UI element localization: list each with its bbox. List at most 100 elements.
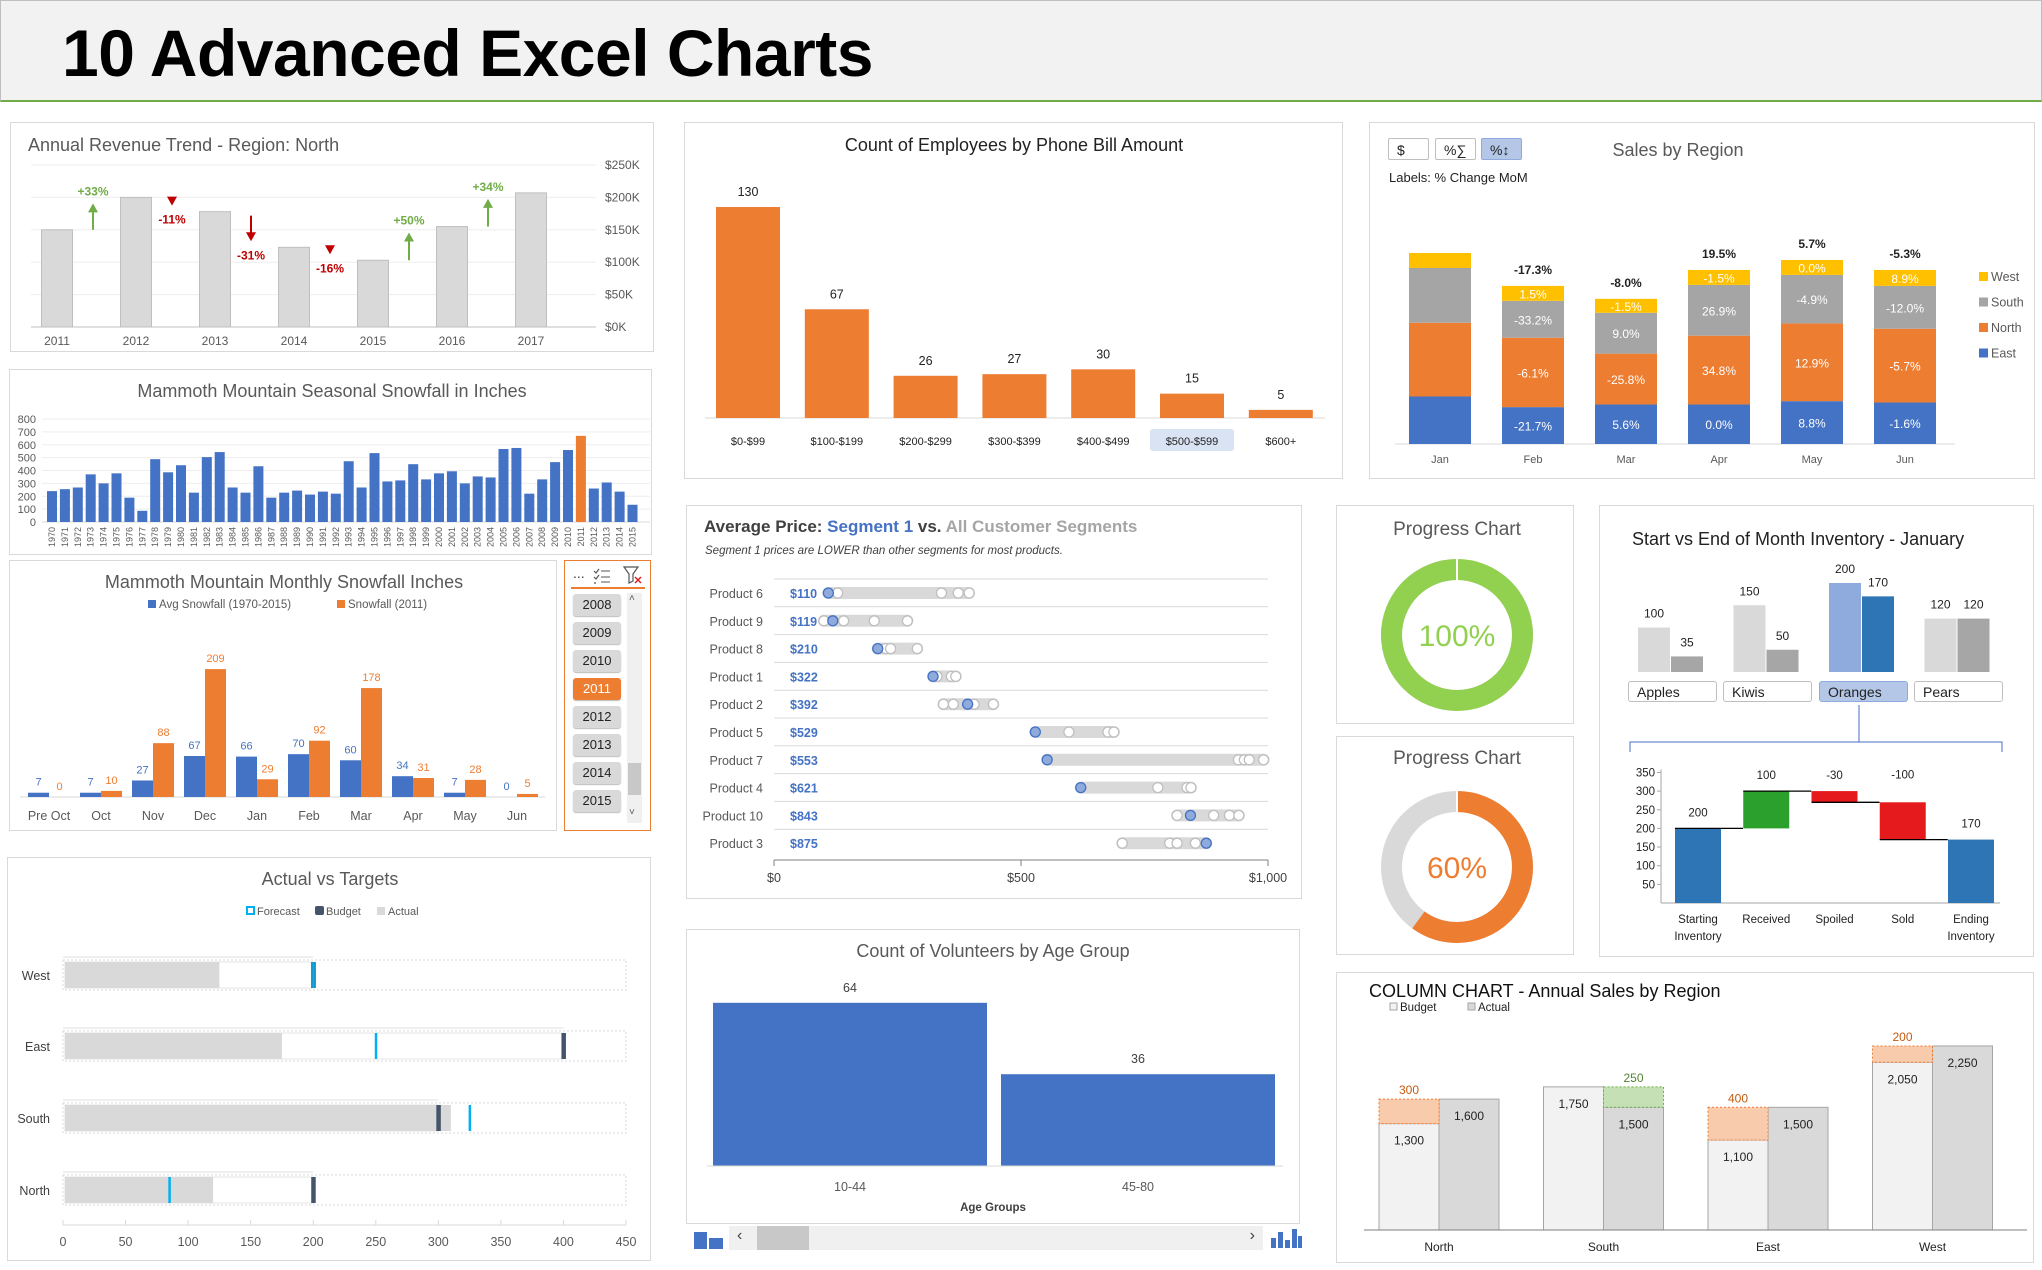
slicer-item-2012[interactable]: 2012 [573, 706, 621, 728]
progress-chart-100[interactable]: 100% Progress Chart [1336, 505, 1574, 724]
dollar-button[interactable]: $ [1388, 138, 1429, 160]
sales-by-region-chart[interactable]: Jan -21.7% -6.1% -33.2% 1.5% -17.3% Feb 5.6% -25… [1369, 122, 2035, 479]
phone-bill-chart[interactable]: 130 $0-$99 67 $100-$199 26 $200-$299 27 $300-$3… [684, 122, 1343, 479]
donut-plot: 60% [1381, 790, 1533, 943]
year-slicer[interactable]: ... 2008 2009 2010 2011 2012 2013 2014 2015 ˄ ˅ [564, 560, 651, 831]
x-tick-label: 1993 [344, 527, 354, 547]
x-tick-label: $100-$199 [810, 436, 863, 448]
fruit-button-kiwis[interactable]: Kiwis [1723, 681, 1812, 702]
fruit-button-pears[interactable]: Pears [1914, 681, 2003, 702]
x-tick-label: 2008 [537, 527, 547, 547]
bar [382, 481, 393, 522]
monthly-snowfall-chart[interactable]: Avg Snowfall (1970-2015) Snowfall (2011) 7… [9, 560, 557, 831]
volunteers-chart[interactable]: 64 10-44 36 45-80 Age Groups Count of Volunt… [686, 929, 1300, 1224]
bar [257, 779, 278, 797]
slicer-item-2013[interactable]: 2013 [573, 734, 621, 756]
scroll-up-icon[interactable]: ˄ [629, 593, 635, 604]
bar [392, 776, 413, 797]
histogram-icon[interactable] [1270, 1226, 1302, 1250]
scroll-down-icon[interactable]: ˅ [629, 807, 635, 818]
x-tick-label: $600+ [1265, 436, 1296, 448]
x-tick-label: 1992 [331, 527, 341, 547]
data-label: 120 [1963, 598, 1983, 612]
arrow-down-icon [167, 196, 177, 206]
segment-dot [935, 587, 948, 599]
budget-bar [1872, 1061, 1933, 1231]
variance-box [1603, 1086, 1664, 1108]
data-label: 31 [417, 762, 429, 774]
segment-1-dot [1184, 809, 1197, 822]
data-label: 26 [919, 354, 933, 368]
data-label: 64 [843, 981, 857, 995]
price-label: $843 [790, 809, 818, 823]
average-price-chart[interactable]: Product 6 $110 Product 9 $119 Product 8 $210 P… [686, 505, 1302, 899]
scroll-left-icon[interactable]: ‹ [737, 1227, 743, 1244]
percent-total-button[interactable]: %∑ [1435, 138, 1476, 160]
fruit-button-oranges[interactable]: Oranges [1819, 681, 1908, 702]
x-tick-label: 2017 [518, 334, 545, 348]
change-label: +33% [77, 184, 108, 198]
annual-revenue-chart[interactable]: $0K $50K $100K $150K $200K $250K 2011 2012 2013 2… [10, 122, 654, 352]
x-tick-label: 2011 [576, 527, 586, 546]
fruit-button-apples[interactable]: Apples [1628, 681, 1717, 702]
seasonal-snowfall-chart[interactable]: 0 100 200 300 400 500 600 700 800 1970 1971 1972 197… [9, 369, 652, 555]
legend-swatch [148, 600, 156, 608]
slicer-item-2011[interactable]: 2011 [573, 678, 621, 700]
column-chart-icon[interactable] [694, 1230, 726, 1250]
x-tick-label: 1972 [73, 527, 83, 547]
budget-label: 1,750 [1558, 1097, 1588, 1111]
x-tick-label: $200-$299 [899, 436, 952, 448]
y-tick-label: 100 [1636, 861, 1655, 873]
segment-dot [987, 698, 999, 710]
bar [515, 192, 547, 328]
slicer-item-2010[interactable]: 2010 [573, 650, 621, 672]
inventory-chart[interactable]: 100 35 150 50 200 170 120 120 50 100 150 200 250 300 3… [1599, 505, 2034, 957]
chart-scrollbar[interactable]: ‹ › [729, 1226, 1263, 1250]
chart-title: Count of Employees by Phone Bill Amount [844, 135, 1184, 155]
multi-select-icon[interactable] [593, 567, 611, 584]
legend-label: South [1991, 296, 2024, 310]
y-tick-label: 300 [1636, 786, 1655, 798]
budget-marker [561, 1033, 566, 1059]
chart-title: Annual Revenue Trend - Region: North [28, 135, 340, 155]
budget-marker [311, 1177, 316, 1203]
x-tick-label: 150 [240, 1235, 261, 1249]
more-icon[interactable]: ... [573, 565, 585, 581]
x-tick-label: 1975 [112, 527, 122, 547]
price-label: $110 [790, 587, 817, 601]
bar [205, 669, 226, 797]
bar [1071, 369, 1136, 418]
clear-filter-icon[interactable] [623, 566, 643, 585]
scroll-right-icon[interactable]: › [1249, 1227, 1255, 1244]
x-tick-label: $1,000 [1249, 871, 1287, 885]
data-label: -100 [1891, 769, 1914, 781]
percent-change-button[interactable]: %↕ [1481, 138, 1522, 160]
x-tick-label: 2013 [602, 527, 612, 547]
actual-vs-targets-chart[interactable]: Forecast Budget Actual West East South North 0 5… [7, 857, 651, 1261]
y-tick-label: 200 [18, 491, 36, 503]
slicer-item-2014[interactable]: 2014 [573, 762, 621, 784]
x-tick-label: Mar [350, 809, 372, 823]
bar [465, 779, 486, 797]
annual-sales-column-chart[interactable]: Budget Actual 300 1,300 1,600 North 250 1,750 1,… [1336, 972, 2034, 1263]
slicer-item-2008[interactable]: 2008 [573, 594, 621, 616]
progress-chart-60[interactable]: 60% Progress Chart [1336, 736, 1574, 955]
end-bar [1862, 596, 1894, 672]
x-tick-label: 1981 [189, 527, 199, 547]
budget-marker [436, 1105, 441, 1131]
scrollbar-thumb[interactable] [757, 1226, 809, 1250]
forecast-marker [312, 962, 315, 988]
legend-label: Forecast [257, 906, 300, 918]
start-bar [1733, 605, 1766, 672]
data-label: 209 [206, 653, 224, 665]
x-tick-label: Feb [1524, 454, 1543, 466]
slicer-scrollbar[interactable]: ˄ ˅ [627, 593, 642, 823]
segment-dot [1116, 837, 1128, 849]
slicer-item-2015[interactable]: 2015 [573, 790, 621, 812]
x-tick-label: 1995 [370, 527, 380, 547]
scrollbar-thumb[interactable] [628, 763, 641, 795]
x-tick-label: Feb [298, 809, 320, 823]
bar [124, 497, 135, 522]
bar [446, 471, 457, 522]
slicer-item-2009[interactable]: 2009 [573, 622, 621, 644]
